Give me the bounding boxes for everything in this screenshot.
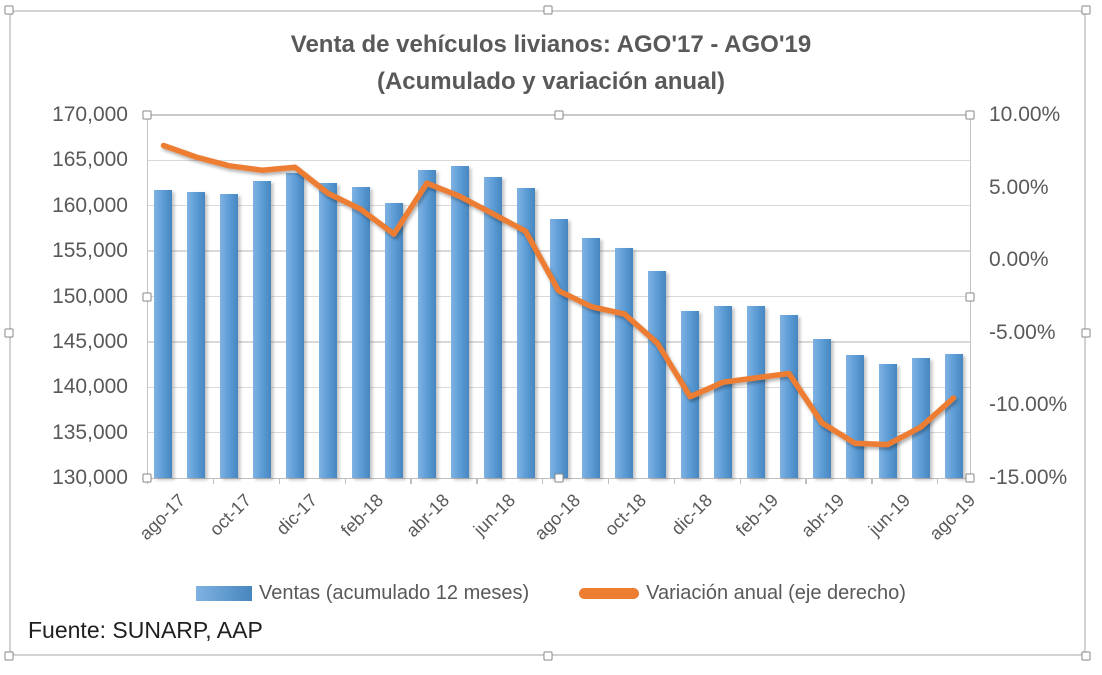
chart-border-handle[interactable] [4, 651, 14, 661]
chart-border-handle[interactable] [1081, 5, 1091, 15]
plot-area-handle[interactable] [554, 110, 563, 120]
legend-item-variacion[interactable]: Variación anual (eje derecho) [579, 582, 906, 605]
bar-dic-17[interactable] [286, 172, 305, 478]
bar-ago-19[interactable] [944, 353, 963, 478]
plot-area-handle[interactable] [142, 292, 152, 301]
right-axis-tick-label[interactable]: -10.00% [989, 393, 1068, 417]
left-axis-tick-label[interactable]: 135,000 [52, 420, 128, 444]
plot-area-handle[interactable] [142, 473, 152, 483]
category-axis-tick [476, 479, 478, 484]
plot-area-handle[interactable] [965, 110, 975, 120]
legend-label: Variación anual (eje derecho) [646, 581, 906, 604]
bar-jul-18[interactable] [516, 187, 535, 478]
plot-area-handle[interactable] [965, 292, 975, 301]
category-axis-tick [871, 479, 873, 484]
legend-label: Ventas (acumulado 12 meses) [259, 581, 530, 604]
legend-item-ventas[interactable]: Ventas (acumulado 12 meses) [196, 582, 529, 605]
bar-jul-19[interactable] [911, 358, 930, 478]
right-axis-tick-label[interactable]: 0.00% [989, 248, 1049, 272]
bar-nov-18[interactable] [648, 271, 667, 478]
bar-jun-18[interactable] [483, 176, 502, 478]
bar-abr-19[interactable] [812, 339, 831, 478]
bar-may-19[interactable] [845, 355, 864, 478]
major-gridline [147, 159, 970, 162]
bar-nov-17[interactable] [253, 181, 272, 478]
source-note[interactable]: Fuente: SUNARP, AAP [28, 617, 263, 643]
category-axis-tick [212, 479, 215, 484]
plot-area-handle[interactable] [554, 473, 563, 483]
bar-swatch-icon [196, 585, 253, 601]
chart-border-handle[interactable] [4, 328, 14, 338]
chart-border-handle[interactable] [543, 651, 552, 661]
variacion-line[interactable] [160, 142, 957, 448]
chart-border-handle[interactable] [543, 5, 552, 15]
chart-title-line2: (Acumulado y variación anual) [376, 68, 726, 95]
right-axis-tick-label[interactable]: -5.00% [989, 320, 1056, 344]
bar-mar-19[interactable] [779, 314, 798, 478]
bar-feb-18[interactable] [351, 187, 370, 478]
left-axis-tick-label[interactable]: 145,000 [52, 329, 128, 353]
category-axis-tick [542, 479, 544, 484]
left-axis-tick-label[interactable]: 130,000 [52, 466, 128, 489]
chart-title[interactable]: Venta de vehículos livianos: AGO'17 - AG… [0, 26, 1102, 100]
left-axis-tick-label[interactable]: 150,000 [52, 284, 128, 308]
line-series-variacion-anual [160, 142, 957, 448]
plot-area-handle[interactable] [142, 110, 152, 120]
category-axis-tick [805, 479, 807, 484]
left-axis-tick-label[interactable]: 165,000 [52, 148, 128, 172]
right-axis-tick-label[interactable]: -15.00% [989, 466, 1068, 489]
bar-ene-19[interactable] [714, 306, 733, 478]
bar-ene-18[interactable] [319, 183, 338, 478]
chart-border-handle[interactable] [1081, 651, 1091, 661]
chart-border-handle[interactable] [1081, 328, 1091, 338]
bar-may-18[interactable] [450, 165, 469, 478]
plot-area-handle[interactable] [965, 473, 975, 483]
category-axis-tick [278, 479, 281, 484]
right-axis-tick-label[interactable]: 5.00% [989, 175, 1049, 199]
bar-mar-18[interactable] [384, 202, 403, 478]
left-axis-tick-label[interactable]: 160,000 [52, 193, 128, 217]
category-axis-tick [937, 479, 939, 484]
bar-feb-19[interactable] [747, 306, 766, 478]
bar-oct-17[interactable] [220, 193, 239, 478]
category-axis-tick [739, 479, 741, 484]
left-axis-tick-label[interactable]: 170,000 [52, 103, 128, 126]
category-axis-tick [673, 479, 676, 484]
chart-title-line1: Venta de vehículos livianos: AGO'17 - AG… [290, 31, 812, 58]
bar-sep-18[interactable] [582, 237, 601, 478]
category-axis-tick [607, 479, 610, 484]
category-axis-tick [410, 479, 412, 484]
left-axis-tick-label[interactable]: 140,000 [52, 375, 128, 399]
line-swatch-icon [579, 587, 640, 599]
chart-legend[interactable]: Ventas (acumulado 12 meses) Variación anu… [0, 577, 1102, 609]
category-axis-tick [344, 479, 346, 484]
chart-border-handle[interactable] [4, 5, 14, 15]
major-gridline [147, 205, 970, 207]
bar-ago-17[interactable] [154, 189, 173, 478]
bar-jun-19[interactable] [878, 363, 897, 478]
right-axis-tick-label[interactable]: 10.00% [989, 103, 1061, 126]
bar-oct-18[interactable] [615, 247, 634, 478]
bar-abr-18[interactable] [417, 170, 436, 478]
left-axis-tick-label[interactable]: 155,000 [52, 239, 128, 263]
bar-sep-17[interactable] [187, 192, 206, 478]
